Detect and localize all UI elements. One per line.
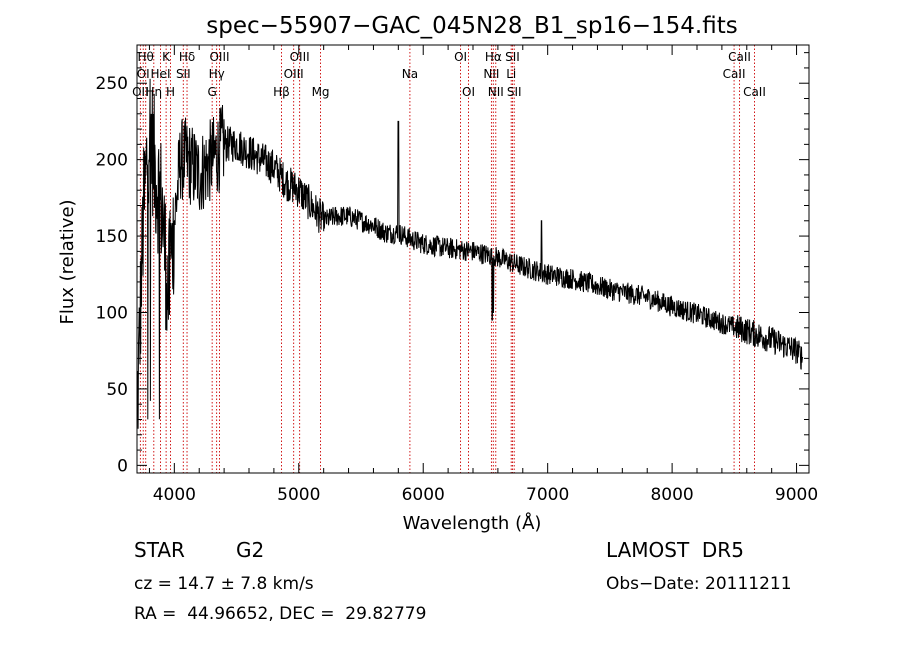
line-label: NII [488, 85, 504, 99]
line-label: Hβ [273, 85, 290, 99]
emission-line-labels: OIIOIHθHηHeIKHSIIHδGHγOIIIHβOIIIOIIIMgNa… [132, 50, 766, 99]
y-tick-label: 0 [117, 456, 128, 476]
redshift-velocity: cz = 14.7 ± 7.8 km/s [134, 574, 314, 594]
y-tick-label: 250 [96, 74, 128, 94]
line-label: SII [507, 85, 522, 99]
line-label: Hθ [138, 50, 154, 64]
y-axis: 0 50 100 150 200 250 [96, 52, 809, 476]
x-tick-label: 8000 [650, 485, 693, 505]
line-label: SII [505, 50, 520, 64]
line-label: OI [137, 67, 150, 81]
spectral-type: G2 [236, 538, 265, 562]
line-label: Li [506, 67, 516, 81]
x-axis: 4000 5000 6000 7000 8000 9000 [148, 45, 818, 505]
line-label: H [166, 85, 175, 99]
line-label: SII [176, 67, 191, 81]
line-label: NII [483, 67, 499, 81]
y-tick-label: 200 [96, 151, 128, 171]
x-tick-label: 9000 [775, 485, 818, 505]
line-label: CaII [728, 50, 751, 64]
spectrum-series [136, 78, 804, 429]
line-label: G [208, 85, 217, 99]
line-label: OII [132, 85, 149, 99]
line-label: Hη [145, 85, 162, 99]
line-label: Hγ [209, 67, 225, 81]
x-axis-label: Wavelength (Å) [403, 512, 542, 534]
y-tick-label: 50 [106, 380, 128, 400]
line-label: OIII [209, 50, 229, 64]
line-label: OIII [284, 67, 304, 81]
x-tick-label: 5000 [277, 485, 320, 505]
line-label: Hα [485, 50, 502, 64]
line-label: HeI [151, 67, 171, 81]
y-tick-label: 150 [96, 227, 128, 247]
line-label: OI [454, 50, 467, 64]
x-tick-label: 7000 [526, 485, 569, 505]
x-tick-label: 6000 [402, 485, 445, 505]
line-label: Hδ [179, 50, 195, 64]
line-label: CaII [743, 85, 766, 99]
emission-line-markers [139, 45, 755, 473]
line-label: K [162, 50, 171, 64]
coordinates: RA = 44.96652, DEC = 29.82779 [134, 604, 427, 624]
plot-frame [136, 44, 810, 474]
line-label: Mg [312, 85, 330, 99]
line-label: OIII [290, 50, 310, 64]
object-class: STAR [134, 538, 185, 562]
chart-title: spec−55907−GAC_045N28_B1_sp16−154.fits [206, 13, 737, 39]
line-label: Na [402, 67, 418, 81]
line-label: CaII [723, 67, 746, 81]
y-tick-label: 100 [96, 304, 128, 324]
y-axis-label: Flux (relative) [57, 199, 78, 324]
spectrum-line [136, 78, 804, 429]
line-label: OI [462, 85, 475, 99]
observation-date: Obs−Date: 20111211 [606, 574, 792, 594]
x-tick-label: 4000 [153, 485, 196, 505]
survey-label: LAMOST DR5 [606, 538, 744, 562]
